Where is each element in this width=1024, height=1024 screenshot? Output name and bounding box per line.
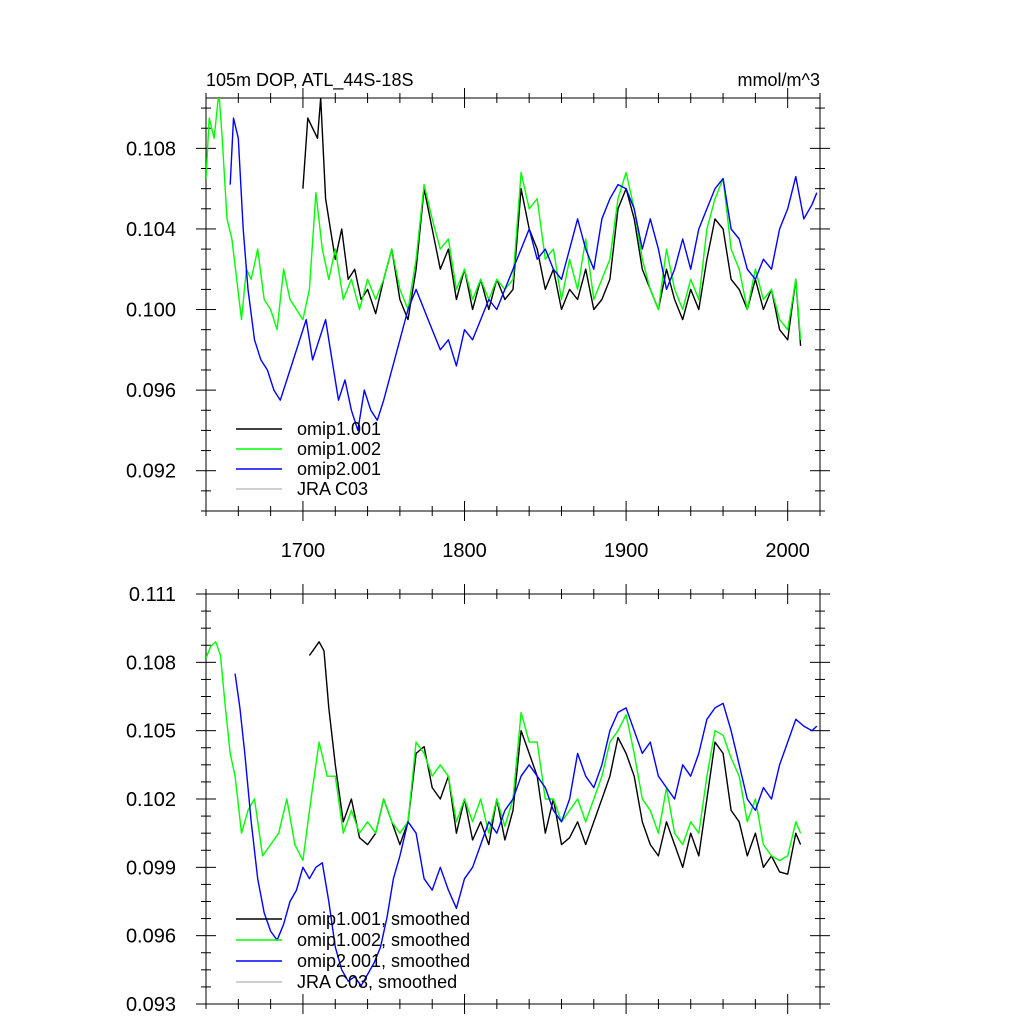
y-tick-label: 0.093 xyxy=(126,994,176,1016)
y-tick-label: 0.108 xyxy=(126,652,176,674)
y-tick-label: 0.100 xyxy=(126,300,176,322)
y-tick-label: 0.105 xyxy=(126,721,176,743)
legend-label: JRA C03, smoothed xyxy=(297,972,457,992)
legend-label: omip2.001, smoothed xyxy=(297,951,470,971)
x-tick-label: 1900 xyxy=(604,540,649,562)
series-line-omip1-002 xyxy=(206,98,802,340)
plot-frame xyxy=(205,97,821,512)
y-tick-label: 0.104 xyxy=(126,219,176,241)
legend-label: omip2.001 xyxy=(297,459,381,479)
y-tick-label: 0.092 xyxy=(126,461,176,483)
y-tick-label: 0.096 xyxy=(126,926,176,948)
chart-title: 105m DOP, ATL_44S-18S xyxy=(206,70,413,91)
series-line-omip1-002-smoothed xyxy=(206,641,802,862)
legend-label: omip1.001, smoothed xyxy=(297,909,470,929)
units-label: mmol/m^3 xyxy=(738,70,820,90)
series-line-omip2-001-smoothed xyxy=(234,673,818,987)
x-tick-label: 1800 xyxy=(442,540,487,562)
series-line-omip2-001 xyxy=(229,117,818,432)
top-panel: 1700 1800 1900 2000 0.092 0.096 0.100 0.104 0.10… xyxy=(126,70,830,562)
legend-label: omip1.001 xyxy=(297,419,381,439)
y-tick-label: 0.108 xyxy=(126,138,176,160)
legend-label: omip1.002, smoothed xyxy=(297,930,470,950)
y-tick-label: 0.111 xyxy=(129,584,176,606)
series-line-omip1-001 xyxy=(302,98,802,346)
y-tick-label: 0.102 xyxy=(126,789,176,811)
y-tick-label: 0.099 xyxy=(126,857,176,879)
legend-label: omip1.002 xyxy=(297,439,381,459)
y-tick-label: 0.096 xyxy=(126,380,176,402)
bottom-panel: 0.093 0.096 0.099 0.102 0.105 0.108 0.111 omip1… xyxy=(126,584,830,1016)
legend-label: JRA C03 xyxy=(297,479,368,499)
x-tick-label: 1700 xyxy=(281,540,326,562)
x-tick-label: 2000 xyxy=(765,540,810,562)
